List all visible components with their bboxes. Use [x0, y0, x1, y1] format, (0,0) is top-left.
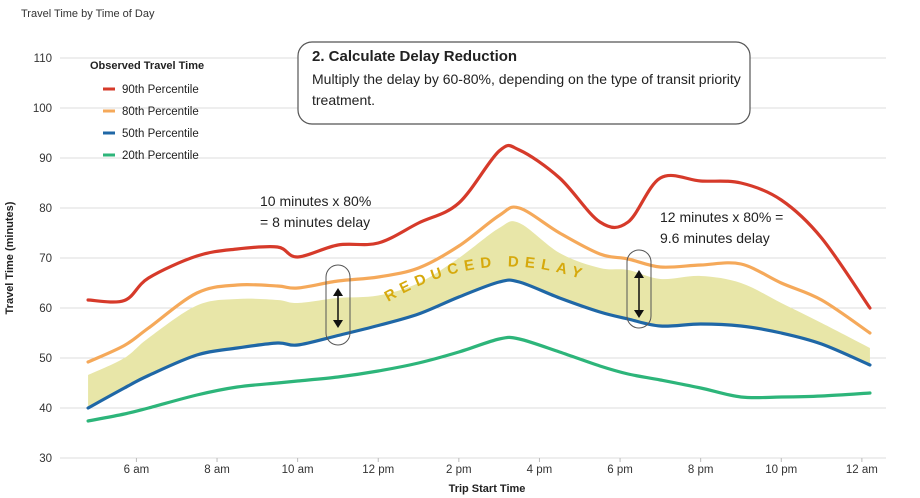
legend-label: 50th Percentile: [122, 128, 199, 140]
x-tick-label: 12 am: [846, 464, 878, 476]
y-tick-label: 30: [39, 453, 52, 465]
chart-title: Travel Time by Time of Day: [21, 8, 155, 20]
callout-content: 2. Calculate Delay Reduction Multiply th…: [312, 48, 742, 111]
x-tick-label: 12 pm: [362, 464, 394, 476]
y-tick-label: 70: [39, 253, 52, 265]
annotation-line: 9.6 minutes delay: [660, 230, 770, 246]
x-tick-label: 4 pm: [527, 464, 553, 476]
x-tick-label: 10 pm: [765, 464, 797, 476]
callout-title: 2. Calculate Delay Reduction: [312, 48, 518, 65]
x-tick-label: 6 pm: [607, 464, 633, 476]
arrow-heads: [333, 288, 343, 328]
legend-title: Observed Travel Time: [90, 60, 204, 72]
y-tick-label: 80: [39, 203, 52, 215]
annotation-line: = 8 minutes delay: [260, 214, 370, 230]
series-line: [86, 205, 872, 364]
series-line: [86, 335, 872, 423]
lines-layer: [86, 143, 872, 423]
callout: 2. Calculate Delay Reduction Multiply th…: [312, 48, 742, 111]
x-tick-label: 10 am: [282, 464, 314, 476]
pill: [325, 264, 351, 346]
y-axis-label: Travel Time (minutes): [4, 201, 16, 314]
y-tick-label: 40: [39, 403, 52, 415]
callout-box: [297, 41, 751, 125]
series-line: [86, 278, 872, 410]
band-layer: [88, 221, 870, 408]
x-tick-label: 8 am: [204, 464, 230, 476]
legend-label: 20th Percentile: [122, 150, 199, 162]
annotation-line: 12 minutes x 80% =: [660, 209, 783, 225]
y-tick-label: 60: [39, 303, 52, 315]
callout-text: Multiply the delay by 60-80%, depending …: [312, 71, 741, 108]
annotation-line: 10 minutes x 80%: [260, 193, 371, 209]
y-tick-label: 50: [39, 353, 52, 365]
x-tick-label: 2 pm: [446, 464, 472, 476]
legend-label: 80th Percentile: [122, 106, 199, 118]
x-tick-label: 6 am: [124, 464, 150, 476]
x-tick-label: 8 pm: [688, 464, 714, 476]
series-line: [86, 143, 872, 310]
y-tick-label: 90: [39, 153, 52, 165]
pill: [626, 249, 652, 329]
y-tick-label: 100: [33, 103, 52, 115]
x-axis-label: Trip Start Time: [449, 483, 526, 495]
reduced-delay-band: [88, 221, 870, 408]
legend: 90th Percentile 80th Percentile 50th Perce…: [103, 84, 199, 162]
legend-label: 90th Percentile: [122, 84, 199, 96]
y-tick-label: 110: [34, 53, 52, 65]
